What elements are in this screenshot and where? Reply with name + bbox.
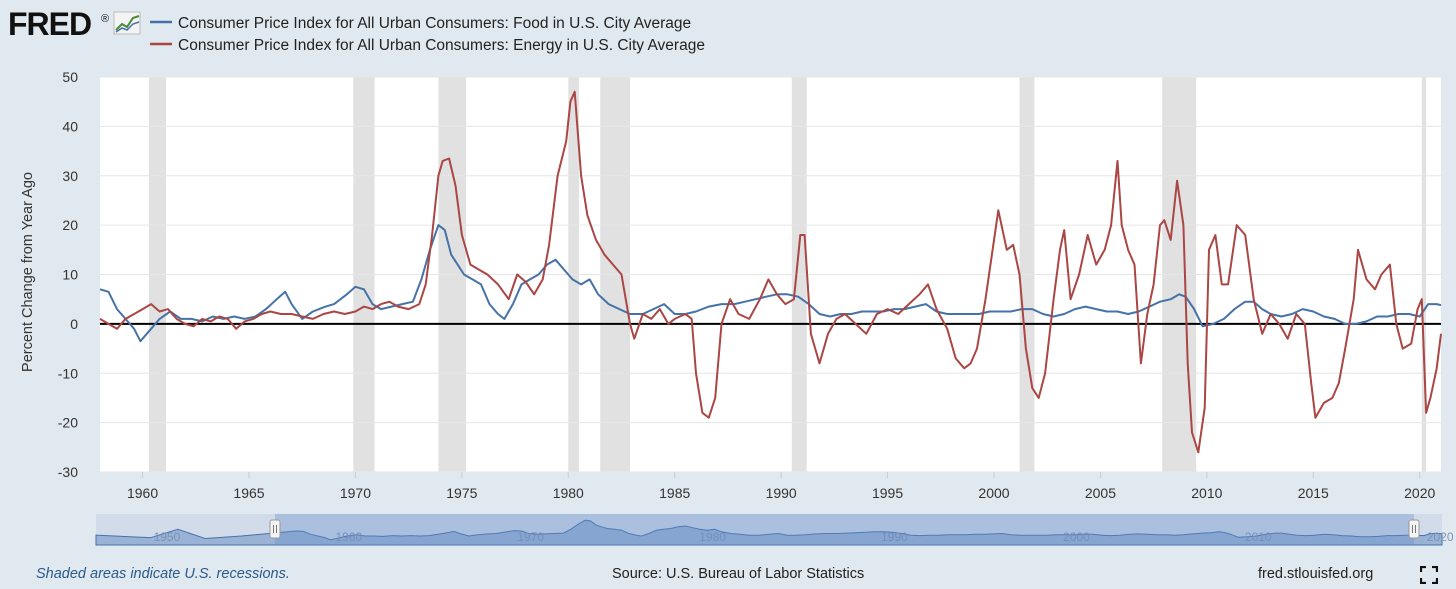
series-line-food[interactable] bbox=[99, 224, 1442, 343]
x-tick-label-1985: 1985 bbox=[659, 485, 690, 501]
navigator-tick-1990: 1990 bbox=[881, 530, 908, 544]
range-navigator[interactable]: 1950 1960 1970 1980 1990 2000 2010 2020 bbox=[95, 514, 1454, 546]
navigator-tick-1950: 1950 bbox=[154, 530, 181, 544]
navigator-series-area bbox=[95, 519, 1443, 546]
recession-note: Shaded areas indicate U.S. recessions. bbox=[36, 566, 290, 582]
legend-label-energy: Consumer Price Index for All Urban Consu… bbox=[178, 37, 705, 54]
legend: Consumer Price Index for All Urban Consu… bbox=[150, 15, 705, 54]
x-axis-ticks: 1960 1965 1970 1975 1980 1985 1990 1995 2000 2005… bbox=[127, 472, 1435, 501]
navigator-tick-2000: 2000 bbox=[1063, 530, 1090, 544]
source-note: Source: U.S. Bureau of Labor Statistics bbox=[612, 566, 865, 582]
registered-mark: ® bbox=[101, 13, 109, 25]
y-tick-label-10: 10 bbox=[62, 267, 78, 283]
y-tick-label-40: 40 bbox=[62, 118, 78, 134]
navigator-selection[interactable] bbox=[275, 514, 1414, 545]
y-axis-ticks: -30 -20 -10 0 10 20 30 40 50 bbox=[58, 69, 78, 480]
legend-item-energy[interactable]: Consumer Price Index for All Urban Consu… bbox=[150, 37, 705, 54]
x-tick-label-2005: 2005 bbox=[1085, 485, 1116, 501]
y-tick-label-30: 30 bbox=[62, 168, 78, 184]
x-tick-label-1980: 1980 bbox=[553, 485, 584, 501]
x-tick-label-1965: 1965 bbox=[233, 485, 264, 501]
x-tick-label-1960: 1960 bbox=[127, 485, 158, 501]
y-tick-label-50: 50 bbox=[62, 69, 78, 85]
navigator-tick-2010: 2010 bbox=[1245, 530, 1272, 544]
fred-logo[interactable]: FRED ® bbox=[8, 6, 141, 42]
navigator-tick-1970: 1970 bbox=[517, 530, 544, 544]
navigator-left-handle[interactable] bbox=[269, 519, 281, 539]
x-tick-label-1995: 1995 bbox=[872, 485, 903, 501]
series-line-energy[interactable] bbox=[99, 90, 1442, 454]
y-tick-label--20: -20 bbox=[58, 415, 78, 431]
x-tick-label-2015: 2015 bbox=[1298, 485, 1329, 501]
y-tick-label--10: -10 bbox=[58, 365, 78, 381]
fred-logo-text: FRED bbox=[8, 6, 91, 42]
navigator-right-handle[interactable] bbox=[1408, 519, 1420, 539]
x-tick-label-1990: 1990 bbox=[766, 485, 797, 501]
series-lines[interactable] bbox=[99, 90, 1442, 454]
navigator-ticks: 1950 1960 1970 1980 1990 2000 2010 2020 bbox=[154, 530, 1454, 544]
y-axis-title: Percent Change from Year Ago bbox=[20, 172, 36, 372]
x-tick-label-1975: 1975 bbox=[446, 485, 477, 501]
x-tick-label-2020: 2020 bbox=[1404, 485, 1435, 501]
navigator-tick-2020: 2020 bbox=[1427, 530, 1454, 544]
x-tick-label-2010: 2010 bbox=[1191, 485, 1222, 501]
legend-item-food[interactable]: Consumer Price Index for All Urban Consu… bbox=[150, 15, 691, 32]
logo-graph-icon bbox=[113, 11, 141, 35]
x-tick-label-2000: 2000 bbox=[978, 485, 1009, 501]
x-tick-label-1970: 1970 bbox=[340, 485, 371, 501]
y-tick-label-0: 0 bbox=[70, 316, 78, 332]
legend-label-food: Consumer Price Index for All Urban Consu… bbox=[178, 15, 691, 32]
fullscreen-icon[interactable] bbox=[1420, 566, 1438, 584]
site-link[interactable]: fred.stlouisfed.org bbox=[1258, 566, 1374, 582]
navigator-tick-1960: 1960 bbox=[335, 530, 362, 544]
gridlines bbox=[100, 76, 1441, 473]
navigator-tick-1980: 1980 bbox=[699, 530, 726, 544]
y-tick-label-20: 20 bbox=[62, 217, 78, 233]
y-tick-label--30: -30 bbox=[58, 464, 78, 480]
